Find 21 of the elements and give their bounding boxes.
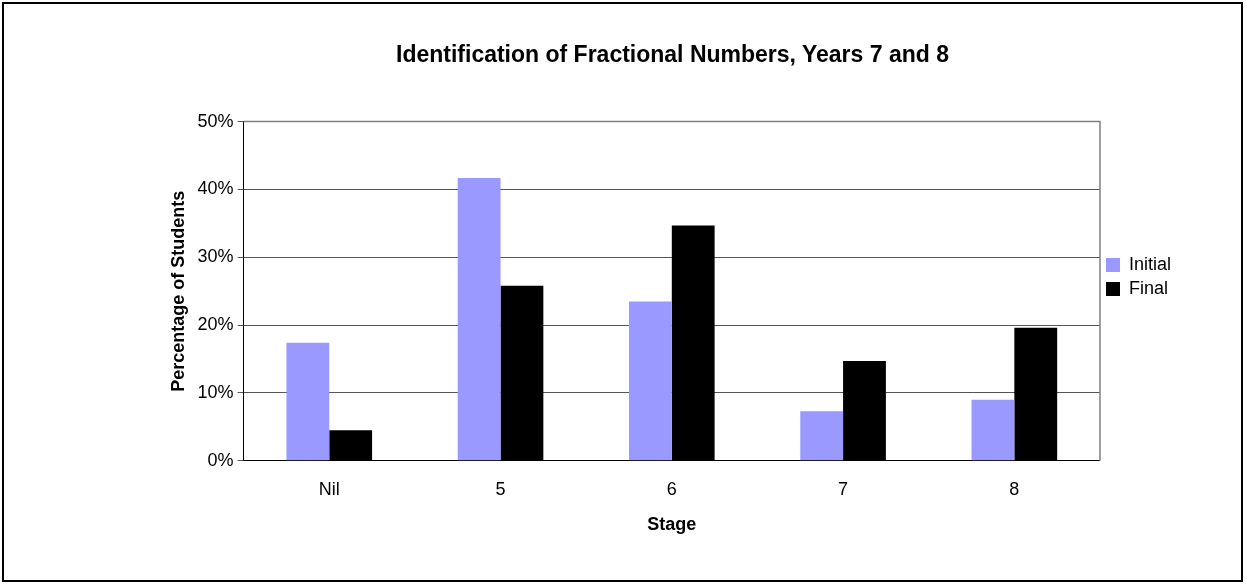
bar xyxy=(457,177,501,461)
y-tick-label: 0% xyxy=(207,449,234,470)
x-tick-label: Nil xyxy=(318,478,340,499)
chart-title: Identification of Fractional Numbers, Years 7 and 8 xyxy=(396,41,950,68)
y-axis-title: Percentage of Students xyxy=(167,190,188,392)
y-tick-label: 20% xyxy=(197,314,234,335)
legend-label: Initial xyxy=(1128,253,1172,274)
x-axis-title: Stage xyxy=(647,514,697,535)
x-tick-label: 8 xyxy=(1009,478,1020,499)
y-tick-label: 10% xyxy=(197,381,234,402)
x-tick-label: 5 xyxy=(495,478,506,499)
bar xyxy=(800,411,844,461)
bar xyxy=(286,342,330,461)
y-tick-label: 50% xyxy=(197,110,234,131)
bar xyxy=(971,399,1015,461)
y-tick-label: 30% xyxy=(197,246,234,267)
x-tick-label: 6 xyxy=(666,478,677,499)
bar xyxy=(628,301,672,461)
legend-label: Final xyxy=(1128,277,1168,298)
y-tick-label: 40% xyxy=(197,178,234,199)
x-tick-label: 7 xyxy=(838,478,849,499)
